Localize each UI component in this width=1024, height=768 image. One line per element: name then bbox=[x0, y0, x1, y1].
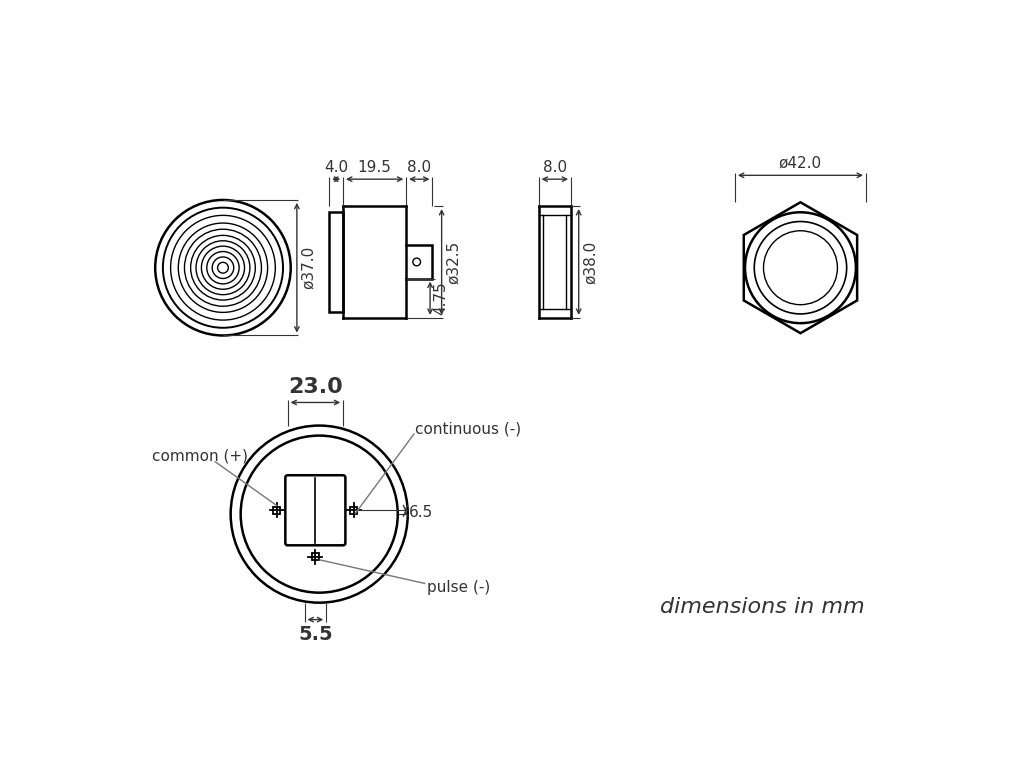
Text: ø38.0: ø38.0 bbox=[583, 240, 598, 283]
Bar bbox=[273, 507, 281, 514]
Text: 4.0: 4.0 bbox=[324, 160, 348, 174]
Text: 8.0: 8.0 bbox=[408, 160, 431, 174]
Text: ø37.0: ø37.0 bbox=[301, 246, 315, 290]
Bar bbox=[312, 554, 318, 561]
Text: common (+): common (+) bbox=[153, 449, 248, 464]
Text: ø32.5: ø32.5 bbox=[445, 240, 461, 283]
Text: 6.5: 6.5 bbox=[410, 505, 433, 520]
Bar bbox=[407, 245, 432, 279]
Text: continuous (-): continuous (-) bbox=[416, 422, 521, 437]
Text: pulse (-): pulse (-) bbox=[427, 580, 490, 594]
Text: 4.75: 4.75 bbox=[433, 281, 449, 315]
Text: 19.5: 19.5 bbox=[357, 160, 391, 174]
Bar bbox=[350, 507, 357, 514]
Text: dimensions in mm: dimensions in mm bbox=[659, 597, 864, 617]
Bar bbox=[330, 212, 343, 312]
Text: ø42.0: ø42.0 bbox=[779, 156, 822, 170]
Text: 23.0: 23.0 bbox=[288, 377, 343, 397]
Text: 5.5: 5.5 bbox=[298, 625, 333, 644]
Text: 8.0: 8.0 bbox=[543, 160, 567, 174]
